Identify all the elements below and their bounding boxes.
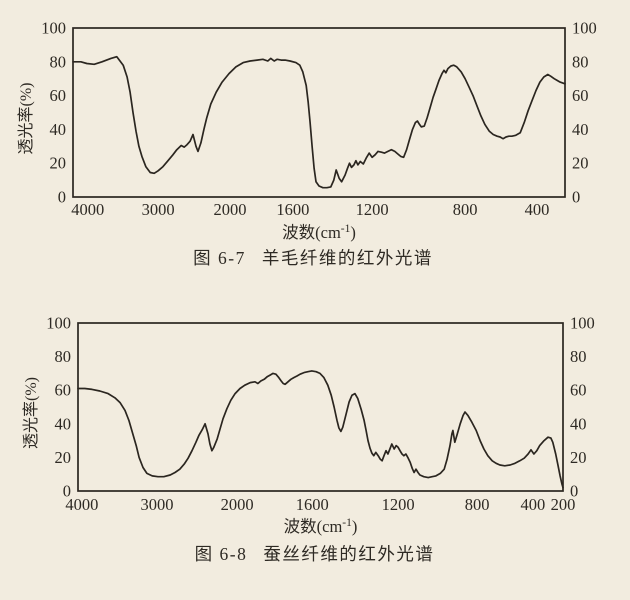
- y-axis-tick-label-right: 60: [570, 381, 587, 400]
- x-axis-tick-label: 1200: [382, 495, 415, 514]
- x-axis-tick-label: 2000: [213, 200, 246, 219]
- y-axis-tick-label-left: 20: [55, 448, 72, 467]
- x-axis-tick-label: 200: [551, 495, 576, 514]
- x-axis-tick-label: 400: [521, 495, 546, 514]
- y-axis-tick-label-left: 60: [50, 86, 67, 105]
- figure-caption: 图 6-7 羊毛纤维的红外光谱: [193, 248, 433, 268]
- y-axis-tick-label-right: 0: [570, 482, 578, 501]
- y-axis-tick-label-left: 0: [63, 482, 71, 501]
- x-axis-tick-label: 4000: [71, 200, 104, 219]
- y-axis-tick-label-right: 80: [572, 52, 589, 71]
- plot-frame: [72, 27, 566, 198]
- y-axis-tick-label-right: 100: [570, 314, 595, 333]
- figure-caption: 图 6-8 蚕丝纤维的红外光谱: [195, 544, 435, 564]
- y-axis-tick-label-left: 60: [55, 381, 72, 400]
- y-axis-tick-label-left: 40: [55, 414, 72, 433]
- plot-frame: [77, 322, 564, 492]
- x-axis-title: 波数(cm-1): [284, 517, 358, 536]
- y-axis-title: 透光率(%): [17, 83, 35, 155]
- y-axis-tick-label-right: 20: [570, 448, 587, 467]
- y-axis-tick-label-left: 100: [41, 19, 66, 38]
- y-axis-tick-label-right: 40: [570, 414, 587, 433]
- x-axis-tick-label: 1200: [356, 200, 389, 219]
- y-axis-tick-label-left: 40: [50, 120, 67, 139]
- y-axis-tick-label-left: 20: [50, 154, 67, 173]
- y-axis-tick-label-left: 0: [58, 188, 66, 207]
- x-axis-tick-label: 800: [465, 495, 490, 514]
- y-axis-tick-label-left: 100: [46, 314, 71, 333]
- y-axis-tick-label-right: 100: [572, 19, 597, 38]
- x-axis-tick-label: 3000: [142, 200, 175, 219]
- x-axis-tick-label: 4000: [65, 495, 98, 514]
- x-axis-tick-label: 800: [453, 200, 478, 219]
- y-axis-tick-label-right: 0: [572, 188, 580, 207]
- y-axis-tick-label-right: 80: [570, 347, 587, 366]
- y-axis-tick-label-right: 60: [572, 86, 589, 105]
- y-axis-tick-label-left: 80: [50, 52, 67, 71]
- ir-spectrum-curve: [72, 55, 566, 189]
- x-axis-tick-label: 1600: [296, 495, 329, 514]
- x-axis-tick-label: 1600: [276, 200, 309, 219]
- y-axis-tick-label-left: 80: [55, 347, 72, 366]
- ir-spectrum-curve: [77, 370, 564, 489]
- y-axis-tick-label-right: 20: [572, 154, 589, 173]
- x-axis-tick-label: 2000: [221, 495, 254, 514]
- x-axis-tick-label: 3000: [141, 495, 174, 514]
- y-axis-tick-label-right: 40: [572, 120, 589, 139]
- x-axis-title: 波数(cm-1): [282, 223, 356, 242]
- y-axis-title: 透光率(%): [22, 377, 40, 449]
- x-axis-tick-label: 400: [525, 200, 550, 219]
